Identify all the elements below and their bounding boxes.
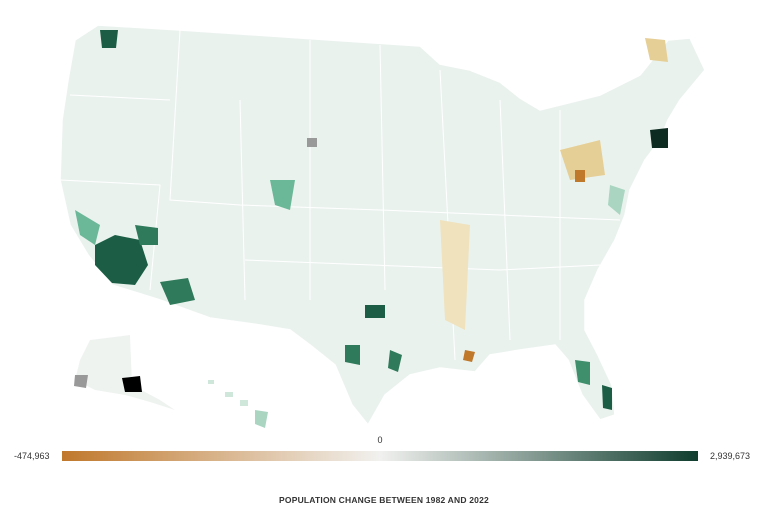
state-borders — [59, 29, 621, 361]
alaska-shade — [74, 375, 88, 388]
county-shading — [75, 30, 668, 410]
alaska-shade — [122, 376, 142, 392]
caption: POPULATION CHANGE BETWEEN 1982 AND 2022 — [279, 495, 489, 505]
legend-mid-label: 0 — [377, 435, 382, 445]
legend-max-label: 2,939,673 — [710, 451, 750, 461]
alaska — [75, 335, 175, 410]
legend-min-label: -474,963 — [14, 451, 50, 461]
us-outline — [59, 24, 706, 427]
color-scale — [62, 451, 698, 461]
hawaii — [208, 380, 268, 428]
